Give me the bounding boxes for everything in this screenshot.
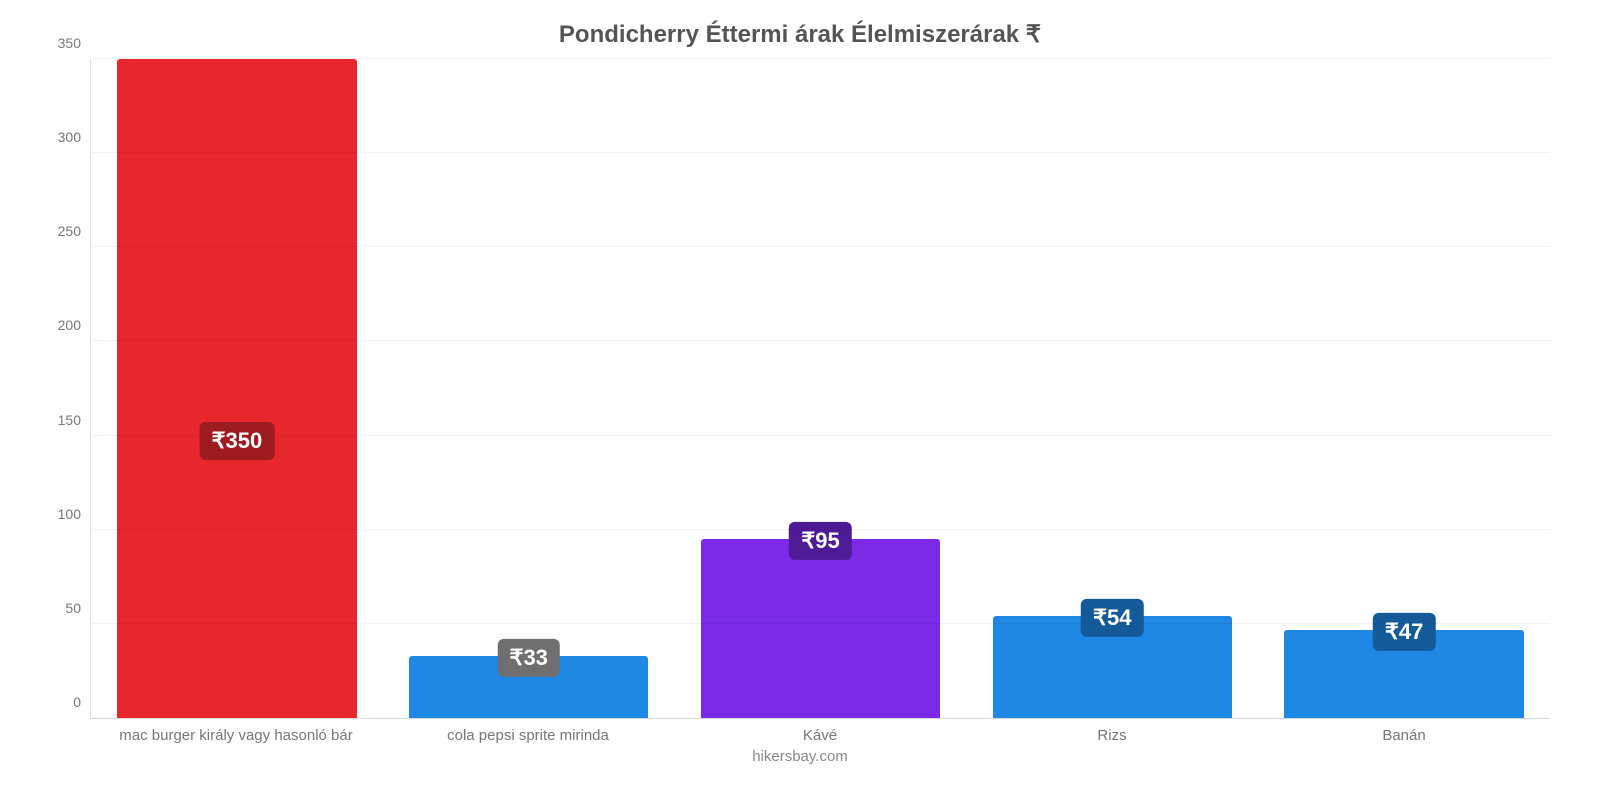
value-badge: ₹47 [1373, 612, 1435, 650]
plot-area: ₹350₹33₹95₹54₹47 050100150200250300350 [90, 59, 1550, 719]
bars-row: ₹350 ₹33 ₹95 ₹54 ₹47 [91, 59, 1550, 718]
bar: ₹33 [409, 656, 648, 718]
bar: ₹47 [1284, 630, 1523, 718]
y-tick-label: 50 [65, 600, 91, 616]
x-axis-label: Banán [1258, 719, 1550, 744]
x-axis-labels: mac burger király vagy hasonló bár cola p… [90, 719, 1550, 744]
bar-slot: ₹95 [675, 59, 967, 718]
bar: ₹54 [993, 616, 1232, 718]
y-tick-label: 350 [58, 35, 91, 51]
x-axis-label-text: Banán [1382, 727, 1425, 744]
x-axis-label: Rizs [966, 719, 1258, 744]
bar-slot: ₹33 [383, 59, 675, 718]
chart-container: Pondicherry Éttermi árak Élelmiszerárak … [0, 0, 1600, 800]
x-axis-label: cola pepsi sprite mirinda [382, 719, 674, 744]
gridline [91, 152, 1550, 153]
gridline [91, 435, 1550, 436]
gridline [91, 529, 1550, 530]
chart-title: Pondicherry Éttermi árak Élelmiszerárak … [40, 20, 1560, 49]
bar-slot: ₹47 [1258, 59, 1550, 718]
y-tick-label: 250 [58, 223, 91, 239]
bar-slot: ₹54 [966, 59, 1258, 718]
chart-footer: hikersbay.com [40, 744, 1560, 765]
y-tick-label: 100 [58, 506, 91, 522]
x-axis-label: mac burger király vagy hasonló bár [90, 719, 382, 744]
bar-slot: ₹350 [91, 59, 383, 718]
y-tick-label: 200 [58, 317, 91, 333]
value-badge: ₹54 [1081, 599, 1143, 637]
value-badge: ₹33 [497, 639, 559, 677]
x-axis-label-text: cola pepsi sprite mirinda [447, 727, 609, 744]
y-tick-label: 0 [73, 694, 91, 710]
gridline [91, 246, 1550, 247]
x-axis-label-text: Rizs [1097, 727, 1126, 744]
value-badge: ₹350 [200, 422, 275, 460]
gridline [91, 58, 1550, 59]
y-tick-label: 300 [58, 129, 91, 145]
bar: ₹350 [117, 59, 356, 718]
gridline [91, 623, 1550, 624]
y-tick-label: 150 [58, 412, 91, 428]
bar: ₹95 [701, 539, 940, 718]
x-axis-label-text: Kávé [803, 727, 837, 744]
x-axis-label-text: mac burger király vagy hasonló bár [119, 727, 352, 744]
gridline [91, 340, 1550, 341]
x-axis-label: Kávé [674, 719, 966, 744]
